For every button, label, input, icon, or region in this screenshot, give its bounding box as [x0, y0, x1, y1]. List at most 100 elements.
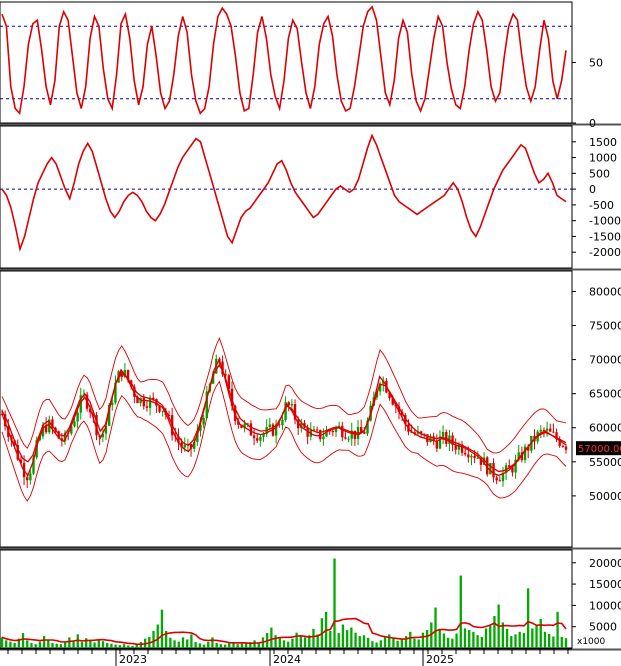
volume-bar	[131, 645, 134, 648]
price-candle-body	[419, 431, 423, 434]
volume-bar	[223, 644, 227, 648]
macd-ytick-label: 500	[589, 167, 610, 180]
price-envelope-lower	[1, 380, 567, 502]
volume-ytick-label: 5000	[589, 621, 617, 634]
price-candle-body	[44, 424, 48, 433]
price-candle-body	[243, 423, 246, 428]
volume-bar	[122, 644, 126, 648]
volume-bar	[484, 628, 488, 648]
price-candle-body	[312, 429, 316, 431]
volume-bar	[526, 588, 530, 648]
volume-bar	[409, 631, 412, 648]
volume-bar	[468, 630, 471, 648]
price-candle-body	[278, 424, 281, 426]
volume-plot-frame	[0, 549, 573, 649]
oscillator-ytick-label: 0	[589, 117, 596, 130]
price-candle-body	[161, 410, 164, 412]
volume-bar	[152, 630, 155, 648]
volume-bar	[501, 622, 505, 648]
volume-bar	[236, 644, 239, 648]
price-candle-body	[498, 480, 502, 482]
price-candle-body	[501, 472, 505, 482]
volume-bar	[194, 642, 197, 648]
volume-bar	[186, 639, 189, 648]
volume-bar	[55, 643, 58, 648]
volume-bar	[345, 630, 349, 648]
volume-bar	[17, 638, 20, 648]
price-candle-body	[511, 467, 514, 473]
price-candle-body	[479, 457, 483, 465]
volume-bar	[63, 642, 67, 648]
price-candle-body	[539, 429, 542, 432]
price-candle-body	[101, 433, 105, 438]
volume-bar	[190, 634, 193, 648]
price-candle-body	[51, 419, 54, 428]
volume-bar	[350, 627, 353, 648]
price-candle-body	[262, 433, 265, 437]
price-candle-body	[523, 446, 527, 461]
volume-bar	[228, 642, 231, 648]
volume-bar	[472, 631, 475, 648]
price-candle-body	[347, 438, 350, 440]
volume-bar	[396, 640, 399, 648]
volume-bar	[312, 628, 315, 648]
price-candle-body	[240, 424, 243, 428]
price-candle-body	[249, 423, 253, 436]
price-candle-body	[344, 437, 347, 439]
volume-bar	[493, 616, 496, 648]
price-candle-body	[193, 441, 196, 449]
volume-bar	[68, 637, 71, 648]
macd-ytick-label: -2000	[589, 246, 621, 259]
macd-plot-frame	[0, 125, 573, 269]
price-candle-body	[148, 397, 152, 408]
volume-bar	[219, 644, 223, 648]
volume-bar	[21, 633, 25, 648]
volume-bar	[177, 641, 180, 648]
volume-bar	[135, 644, 138, 648]
price-candle-body	[473, 455, 476, 459]
macd-ytick-label: 1000	[589, 152, 617, 165]
volume-bar	[510, 636, 513, 648]
volume-bar	[274, 635, 277, 648]
volume-bar	[173, 640, 176, 648]
volume-bar	[434, 607, 437, 648]
price-candle-body	[363, 432, 366, 434]
volume-bar	[556, 611, 559, 648]
volume-bar	[362, 635, 366, 648]
price-candle-body	[451, 435, 454, 445]
price-candle-body	[274, 424, 278, 436]
price-candle-body	[545, 428, 549, 431]
volume-bar	[438, 628, 441, 648]
price-candle-body	[337, 425, 341, 428]
volume-bar	[375, 642, 378, 648]
volume-bar	[0, 637, 4, 648]
price-ytick-label: 75000	[589, 320, 621, 333]
volume-unit-label: x1000	[577, 637, 606, 647]
price-candle-body	[564, 446, 568, 450]
price-candle-body	[470, 455, 473, 458]
volume-bar	[118, 645, 122, 648]
price-ytick-label: 80000	[589, 285, 621, 298]
volume-ytick-label: 10000	[589, 599, 621, 612]
volume-bar	[51, 642, 54, 648]
price-candle-body	[104, 425, 108, 434]
volume-bar	[164, 630, 168, 648]
price-candle-body	[454, 444, 457, 450]
volume-bar	[463, 628, 467, 648]
volume-bar	[476, 635, 479, 648]
price-candle-body	[489, 462, 492, 475]
volume-bar	[341, 624, 345, 648]
volume-average-line	[1, 617, 567, 646]
price-plot-frame	[0, 270, 573, 548]
price-candle-body	[281, 419, 284, 426]
price-candle-body	[460, 444, 464, 453]
volume-bar	[106, 642, 109, 648]
price-candle-body	[196, 430, 199, 442]
volume-bar	[564, 638, 568, 648]
volume-bar	[371, 641, 374, 648]
price-candle-body	[482, 457, 486, 465]
macd-ytick-label: -1500	[589, 230, 621, 243]
price-candle-body	[63, 432, 67, 442]
price-candle-body	[186, 443, 190, 445]
